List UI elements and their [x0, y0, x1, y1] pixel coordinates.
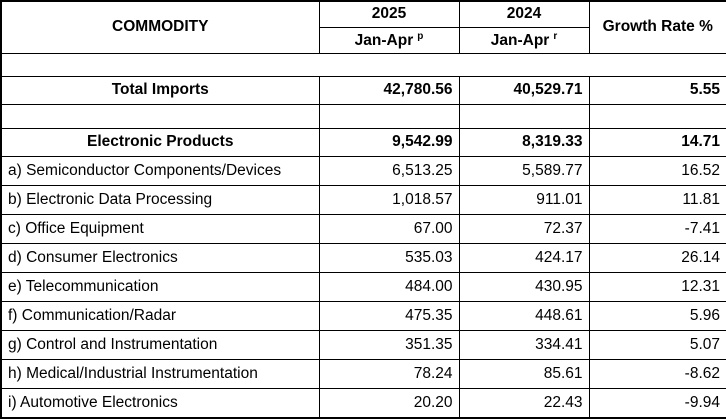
year-2024-header: 2024 [458, 0, 590, 28]
row-2025-value: 535.03 [318, 243, 460, 274]
row-label: b) Electronic Data Processing [0, 184, 320, 215]
period-2024-superscript: r [553, 30, 558, 42]
row-label: f) Communication/Radar [0, 301, 320, 332]
electronic-products-2025-value: 9,542.99 [318, 127, 460, 157]
row-2025-value: 78.24 [318, 359, 460, 390]
total-imports-2025-value: 42,780.56 [318, 75, 460, 105]
period-2025-superscript: p [417, 30, 424, 42]
row-2024-value: 72.37 [458, 213, 590, 245]
row-2024-value: 448.61 [458, 301, 590, 332]
electronic-products-growth-value: 14.71 [588, 127, 726, 157]
commodity-header: COMMODITY [0, 0, 320, 54]
total-imports-2024-value: 40,529.71 [458, 75, 590, 105]
growth-rate-header: Growth Rate % [588, 0, 726, 54]
row-2025-value: 6,513.25 [318, 155, 460, 186]
table-row: a) Semiconductor Components/Devices 6,51… [0, 155, 726, 186]
row-label: h) Medical/Industrial Instrumentation [0, 359, 320, 390]
row-label: c) Office Equipment [0, 213, 320, 245]
electronic-products-2024-value: 8,319.33 [458, 127, 590, 157]
table-row: f) Communication/Radar 475.35 448.61 5.9… [0, 301, 726, 332]
period-2024-header: Jan-Apr r [458, 26, 590, 54]
period-2025-text: Jan-Apr [354, 31, 414, 49]
row-2025-value: 20.20 [318, 388, 460, 419]
row-growth-value: 16.52 [588, 155, 726, 186]
row-label: g) Control and Instrumentation [0, 330, 320, 361]
row-2024-value: 424.17 [458, 243, 590, 274]
period-2024-text: Jan-Apr [490, 31, 550, 49]
row-2024-value: 334.41 [458, 330, 590, 361]
table-row: b) Electronic Data Processing 1,018.57 9… [0, 184, 726, 215]
row-growth-value: -7.41 [588, 213, 726, 245]
spacer-row [0, 103, 726, 129]
row-growth-value: 5.07 [588, 330, 726, 361]
row-label: d) Consumer Electronics [0, 243, 320, 274]
row-label: e) Telecommunication [0, 272, 320, 303]
row-2024-value: 911.01 [458, 184, 590, 215]
table-row: c) Office Equipment 67.00 72.37 -7.41 [0, 213, 726, 245]
row-label: a) Semiconductor Components/Devices [0, 155, 320, 186]
table-row: g) Control and Instrumentation 351.35 33… [0, 330, 726, 361]
row-2024-value: 22.43 [458, 388, 590, 419]
row-growth-value: 12.31 [588, 272, 726, 303]
year-2025-header: 2025 [318, 0, 460, 28]
table-row: e) Telecommunication 484.00 430.95 12.31 [0, 272, 726, 303]
row-growth-value: 26.14 [588, 243, 726, 274]
period-2025-header: Jan-Apr p [318, 26, 460, 54]
table-row: d) Consumer Electronics 535.03 424.17 26… [0, 243, 726, 274]
row-2024-value: 430.95 [458, 272, 590, 303]
electronic-products-row: Electronic Products 9,542.99 8,319.33 14… [0, 127, 726, 157]
total-imports-label: Total Imports [0, 75, 320, 105]
row-2025-value: 1,018.57 [318, 184, 460, 215]
row-2024-value: 85.61 [458, 359, 590, 390]
table-row: i) Automotive Electronics 20.20 22.43 -9… [0, 388, 726, 419]
total-imports-row: Total Imports 42,780.56 40,529.71 5.55 [0, 75, 726, 105]
row-growth-value: -8.62 [588, 359, 726, 390]
table-row: h) Medical/Industrial Instrumentation 78… [0, 359, 726, 390]
total-imports-growth-value: 5.55 [588, 75, 726, 105]
row-growth-value: 5.96 [588, 301, 726, 332]
row-2025-value: 351.35 [318, 330, 460, 361]
row-2024-value: 5,589.77 [458, 155, 590, 186]
row-growth-value: -9.94 [588, 388, 726, 419]
row-2025-value: 484.00 [318, 272, 460, 303]
row-label: i) Automotive Electronics [0, 388, 320, 419]
row-growth-value: 11.81 [588, 184, 726, 215]
spacer-row [0, 52, 726, 77]
row-2025-value: 475.35 [318, 301, 460, 332]
electronic-products-label: Electronic Products [0, 127, 320, 157]
row-2025-value: 67.00 [318, 213, 460, 245]
